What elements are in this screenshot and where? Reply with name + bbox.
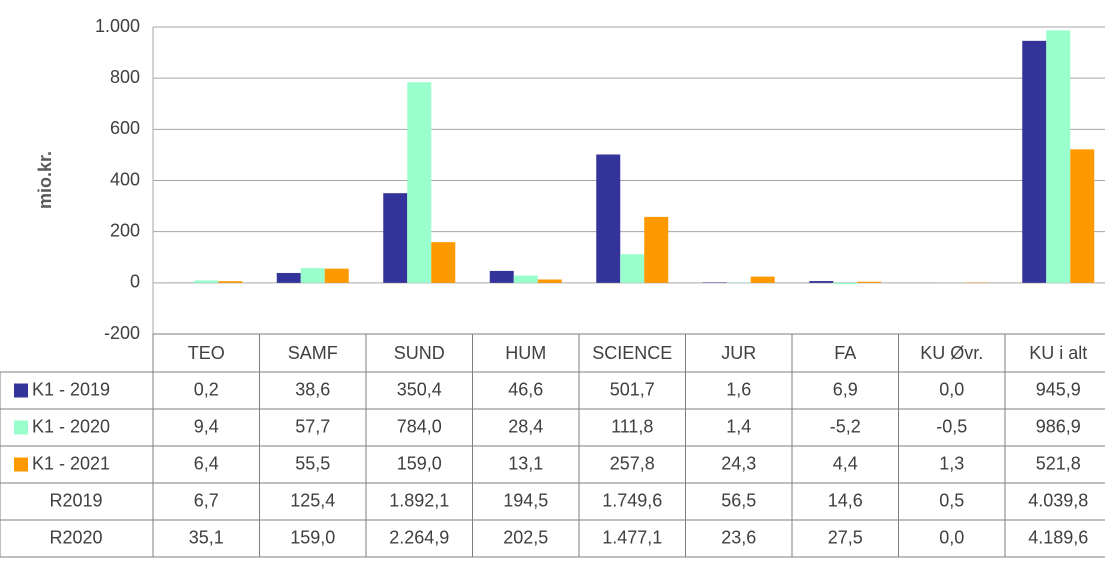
bar	[644, 216, 669, 283]
legend-label: K1 - 2020	[32, 416, 110, 436]
table-cell: 6,7	[194, 490, 219, 510]
y-tick-label: 400	[110, 169, 140, 189]
legend-key	[14, 420, 28, 435]
y-tick-label: 200	[110, 220, 140, 240]
table-cell: 23,6	[721, 527, 756, 547]
table-cell: 6,9	[833, 379, 858, 399]
bar	[809, 281, 834, 283]
row-label: R2020	[49, 527, 102, 547]
y-tick-label: 1.000	[95, 16, 140, 36]
table-cell: 784,0	[397, 416, 442, 436]
bar	[596, 154, 621, 283]
table-cell: 56,5	[721, 490, 756, 510]
table-cell: 1.892,1	[389, 490, 449, 510]
table-cell: 257,8	[610, 453, 655, 473]
bar	[1046, 30, 1071, 283]
table-cell: 1,6	[726, 379, 751, 399]
legend-key	[14, 457, 28, 472]
bar	[489, 270, 514, 283]
table-cell: 0,0	[939, 527, 964, 547]
table-cell: 2.264,9	[389, 527, 449, 547]
legend-label: K1 - 2019	[32, 379, 110, 399]
table-cell: 1,4	[726, 416, 751, 436]
bar	[750, 276, 775, 283]
table-cell: 4,4	[833, 453, 858, 473]
table-cell: 4.039,8	[1028, 490, 1088, 510]
bar	[513, 275, 538, 283]
bar	[537, 279, 562, 283]
table-cell: 0,5	[939, 490, 964, 510]
x-tick-label: JUR	[721, 343, 756, 363]
table-cell: 4.189,6	[1028, 527, 1088, 547]
x-tick-label: SAMF	[288, 343, 338, 363]
table-cell: 1.477,1	[602, 527, 662, 547]
table-cell: 28,4	[508, 416, 543, 436]
y-tick-label: 0	[130, 272, 140, 292]
x-tick-label: FA	[834, 343, 856, 363]
bar	[431, 242, 456, 283]
y-tick-label: -200	[104, 323, 140, 343]
table-cell: 35,1	[189, 527, 224, 547]
table-cell: 0,2	[194, 379, 219, 399]
bar	[1022, 40, 1047, 283]
x-tick-label: SUND	[394, 343, 445, 363]
bar	[383, 193, 408, 283]
table-cell: 521,8	[1036, 453, 1081, 473]
table-cell: -5,2	[830, 416, 861, 436]
table-cell: 13,1	[508, 453, 543, 473]
table-cell: 945,9	[1036, 379, 1081, 399]
table-cell: 159,0	[397, 453, 442, 473]
table-cell: 55,5	[295, 453, 330, 473]
legend-label: K1 - 2021	[32, 453, 110, 473]
bar	[407, 82, 432, 283]
table-cell: 38,6	[295, 379, 330, 399]
legend-key	[14, 383, 28, 398]
bar	[833, 282, 858, 285]
table-cell: -0,5	[936, 416, 967, 436]
table-cell: 0,0	[939, 379, 964, 399]
x-tick-label: HUM	[505, 343, 546, 363]
x-tick-label: SCIENCE	[592, 343, 672, 363]
bar	[194, 280, 219, 283]
y-tick-label: 600	[110, 118, 140, 138]
bar	[300, 268, 325, 283]
bar	[324, 268, 349, 283]
table-cell: 27,5	[828, 527, 863, 547]
y-axis-label: mio.kr.	[35, 151, 55, 209]
table-cell: 1,3	[939, 453, 964, 473]
bar	[857, 281, 882, 283]
table-cell: 125,4	[290, 490, 335, 510]
bar	[620, 254, 645, 283]
table-cell: 986,9	[1036, 416, 1081, 436]
bar	[1070, 149, 1095, 283]
table-cell: 194,5	[503, 490, 548, 510]
table-cell: 14,6	[828, 490, 863, 510]
table-cell: 1.749,6	[602, 490, 662, 510]
table-cell: 57,7	[295, 416, 330, 436]
bar	[218, 281, 243, 283]
table-cell: 9,4	[194, 416, 219, 436]
table-cell: 6,4	[194, 453, 219, 473]
table-cell: 350,4	[397, 379, 442, 399]
row-label: R2019	[49, 490, 102, 510]
table-cell: 46,6	[508, 379, 543, 399]
x-tick-label: TEO	[188, 343, 225, 363]
table-cell: 501,7	[610, 379, 655, 399]
bar	[276, 272, 301, 283]
x-tick-label: KU Øvr.	[920, 343, 983, 363]
table-cell: 202,5	[503, 527, 548, 547]
table-cell: 111,8	[611, 416, 653, 436]
table-cell: 24,3	[721, 453, 756, 473]
x-tick-label: KU i alt	[1029, 343, 1087, 363]
y-tick-label: 800	[110, 67, 140, 87]
table-cell: 159,0	[290, 527, 335, 547]
